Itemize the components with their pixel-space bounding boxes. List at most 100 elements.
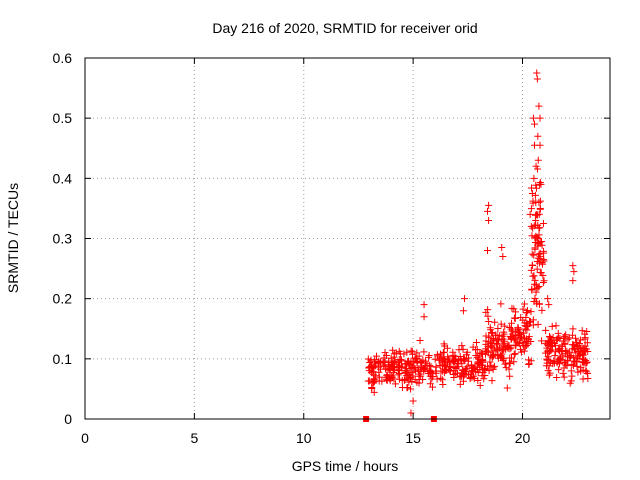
data-point bbox=[502, 364, 510, 372]
data-point bbox=[484, 247, 491, 255]
data-point bbox=[454, 360, 462, 368]
data-point bbox=[401, 376, 409, 384]
data-point bbox=[419, 375, 427, 383]
data-point bbox=[486, 324, 494, 332]
data-point bbox=[525, 360, 533, 368]
data-point bbox=[475, 355, 483, 363]
data-point bbox=[432, 363, 440, 371]
data-point bbox=[564, 335, 572, 343]
data-point bbox=[503, 384, 511, 392]
data-point bbox=[507, 325, 515, 333]
data-point bbox=[486, 358, 494, 366]
data-point bbox=[488, 377, 496, 385]
data-point bbox=[505, 365, 513, 373]
data-point bbox=[532, 288, 540, 296]
data-point bbox=[537, 269, 545, 277]
data-point bbox=[528, 190, 536, 198]
data-point bbox=[534, 242, 542, 250]
data-point bbox=[529, 199, 537, 207]
data-point bbox=[579, 375, 587, 383]
data-point bbox=[537, 238, 545, 246]
data-point bbox=[567, 377, 575, 385]
data-point bbox=[540, 277, 548, 285]
data-point bbox=[461, 295, 469, 303]
data-point bbox=[573, 341, 581, 349]
data-point bbox=[570, 345, 578, 353]
data-point bbox=[398, 384, 406, 392]
data-point bbox=[539, 219, 547, 227]
data-point bbox=[439, 357, 447, 365]
data-point bbox=[527, 266, 535, 274]
data-point bbox=[584, 369, 592, 377]
data-point bbox=[535, 283, 543, 291]
data-point bbox=[380, 354, 388, 362]
data-point bbox=[529, 316, 537, 324]
data-point bbox=[540, 257, 548, 265]
data-point bbox=[560, 373, 568, 381]
data-point bbox=[370, 376, 378, 384]
data-point bbox=[476, 381, 484, 389]
data-point bbox=[536, 180, 544, 188]
data-point bbox=[546, 347, 554, 355]
data-point bbox=[535, 259, 543, 267]
data-point bbox=[403, 348, 411, 356]
data-point bbox=[561, 339, 569, 347]
data-point bbox=[405, 378, 413, 386]
data-point bbox=[504, 344, 512, 352]
data-point bbox=[459, 366, 467, 374]
data-point bbox=[567, 367, 575, 375]
data-point bbox=[523, 309, 531, 317]
data-point bbox=[401, 360, 409, 368]
data-point bbox=[555, 366, 563, 374]
data-point bbox=[538, 306, 546, 314]
axes: 0 5 10 15 20 0 0.1 0.2 0.3 0.4 0.5 0.6 bbox=[53, 50, 611, 446]
data-point bbox=[389, 346, 397, 354]
data-point bbox=[576, 345, 584, 353]
data-point bbox=[499, 347, 507, 355]
data-point bbox=[427, 362, 435, 370]
data-point bbox=[487, 328, 495, 336]
data-point bbox=[522, 313, 530, 321]
data-point bbox=[457, 357, 465, 365]
data-point bbox=[579, 358, 587, 366]
data-point bbox=[480, 366, 488, 374]
data-point bbox=[508, 327, 516, 335]
data-point bbox=[460, 355, 468, 363]
data-point bbox=[533, 69, 541, 77]
data-point bbox=[480, 375, 488, 383]
data-point bbox=[364, 377, 372, 385]
data-point bbox=[535, 102, 543, 110]
data-point bbox=[542, 339, 550, 347]
data-point bbox=[366, 359, 374, 367]
data-point bbox=[388, 359, 396, 367]
data-point bbox=[390, 350, 398, 358]
data-point bbox=[450, 370, 458, 378]
data-point bbox=[521, 343, 529, 351]
data-point bbox=[435, 356, 443, 364]
data-point bbox=[499, 332, 507, 340]
data-point bbox=[529, 272, 537, 280]
data-points bbox=[363, 69, 592, 422]
data-point bbox=[534, 235, 542, 242]
data-point bbox=[538, 337, 546, 345]
data-point bbox=[558, 348, 566, 356]
data-point bbox=[413, 359, 421, 367]
data-point bbox=[413, 378, 421, 386]
data-point bbox=[416, 337, 424, 345]
data-point bbox=[536, 204, 544, 212]
data-point bbox=[569, 262, 577, 270]
data-point bbox=[527, 205, 535, 213]
data-point bbox=[407, 385, 415, 393]
data-point bbox=[459, 345, 467, 353]
x-tick-label: 10 bbox=[296, 430, 312, 446]
data-point bbox=[390, 363, 398, 371]
data-point bbox=[530, 280, 538, 288]
data-point bbox=[482, 308, 490, 316]
data-point bbox=[569, 362, 577, 370]
data-point bbox=[378, 377, 386, 385]
data-point bbox=[433, 375, 441, 383]
data-point bbox=[491, 362, 499, 370]
data-point bbox=[572, 349, 580, 357]
data-point bbox=[450, 356, 458, 364]
y-tick-label: 0.3 bbox=[53, 231, 73, 247]
